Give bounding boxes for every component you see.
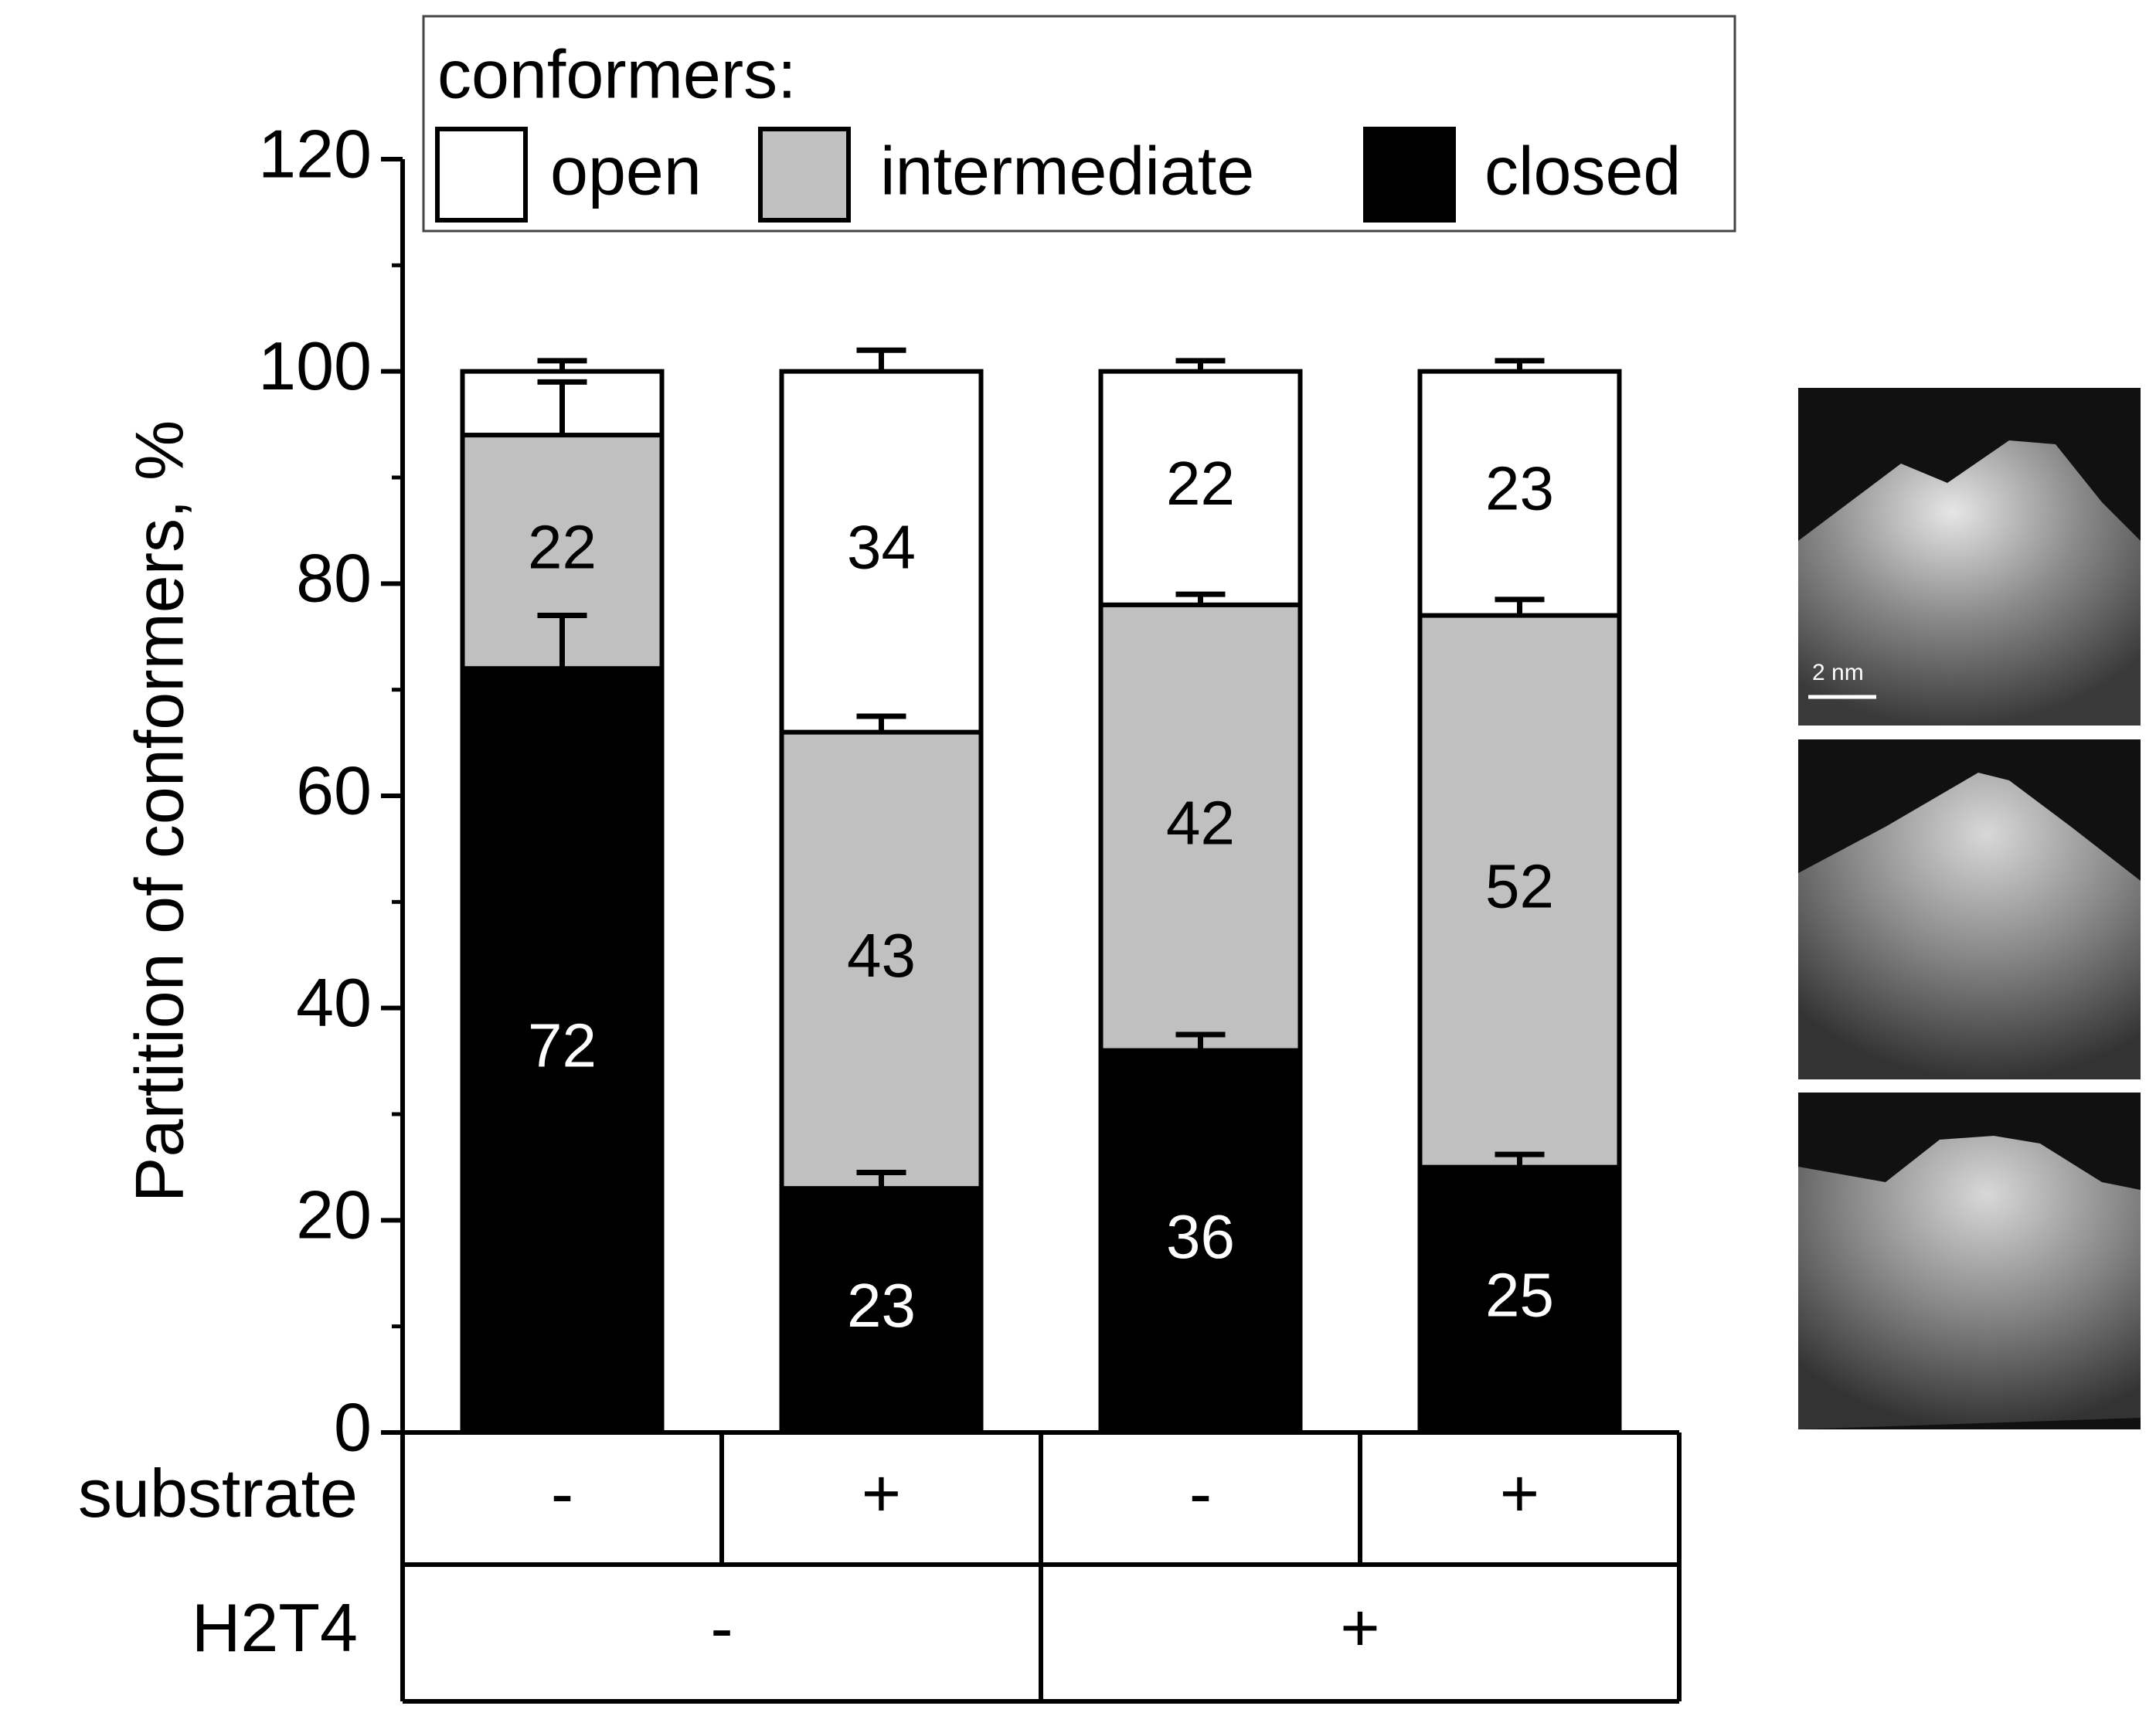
error-bar [1495, 358, 1545, 372]
error-bar [1175, 1031, 1226, 1051]
afm-surface [1798, 1136, 2141, 1429]
legend-label: closed [1484, 132, 1681, 209]
data-label: 42 [1166, 788, 1235, 857]
scale-label: 2 nm [1812, 660, 1864, 685]
error-bar [537, 379, 587, 436]
table-cell: - [551, 1455, 573, 1531]
bar-segment [1098, 369, 1303, 607]
error-bar [1175, 358, 1226, 372]
error-bar [537, 613, 587, 669]
error-bar [1495, 1151, 1545, 1167]
y-tick-label: 20 [296, 1177, 372, 1253]
bar-segment [1417, 369, 1622, 618]
error-bar [856, 347, 906, 372]
data-label: 43 [847, 921, 916, 990]
data-label: 25 [1485, 1260, 1554, 1329]
data-label: 22 [1166, 449, 1235, 518]
data-label: 22 [528, 512, 597, 581]
error-bar [537, 358, 587, 372]
afm-surface [1798, 773, 2141, 1079]
afm-surface [1798, 440, 2141, 726]
legend-swatch [435, 127, 528, 223]
y-axis-label: Partition of conformers, % [121, 420, 197, 1202]
legend-label: intermediate [880, 132, 1254, 209]
error-bar [1175, 591, 1226, 605]
table-cell: + [1340, 1589, 1379, 1666]
y-tick-label: 0 [334, 1388, 372, 1465]
legend-label: open [550, 132, 702, 209]
bar-segment [779, 1186, 984, 1435]
error-bar [856, 1170, 906, 1189]
bar-segment [1417, 1164, 1622, 1435]
legend-box [422, 15, 1736, 233]
data-label: 23 [847, 1271, 916, 1340]
y-tick-label: 120 [258, 115, 372, 192]
bar-segment [1098, 1048, 1303, 1435]
legend-swatch [758, 127, 851, 223]
error-bar [856, 713, 906, 732]
table-row-label: substrate [78, 1455, 358, 1531]
y-tick-label: 80 [296, 540, 372, 617]
table-cell: + [1500, 1455, 1539, 1531]
legend: conformers: [422, 15, 1736, 233]
data-label: 23 [1485, 454, 1554, 523]
bar-segment [779, 369, 984, 735]
y-tick-label: 100 [258, 328, 372, 404]
data-label: 34 [847, 512, 916, 581]
bar-segment [1417, 613, 1622, 1170]
legend-title: conformers: [437, 36, 797, 112]
data-label: 52 [1485, 852, 1554, 921]
y-tick-label: 60 [296, 752, 372, 828]
table-cell: - [1189, 1455, 1212, 1531]
table-cell: - [710, 1589, 733, 1666]
table-cell: + [862, 1455, 901, 1531]
legend-swatch [1363, 127, 1456, 223]
y-tick-label: 40 [296, 964, 372, 1041]
data-label: 72 [528, 1011, 597, 1080]
error-bar [1495, 596, 1545, 616]
afm-images: 2 nm [1798, 388, 2141, 1429]
data-label: 36 [1166, 1202, 1235, 1271]
table-row-label: H2T4 [192, 1589, 358, 1666]
